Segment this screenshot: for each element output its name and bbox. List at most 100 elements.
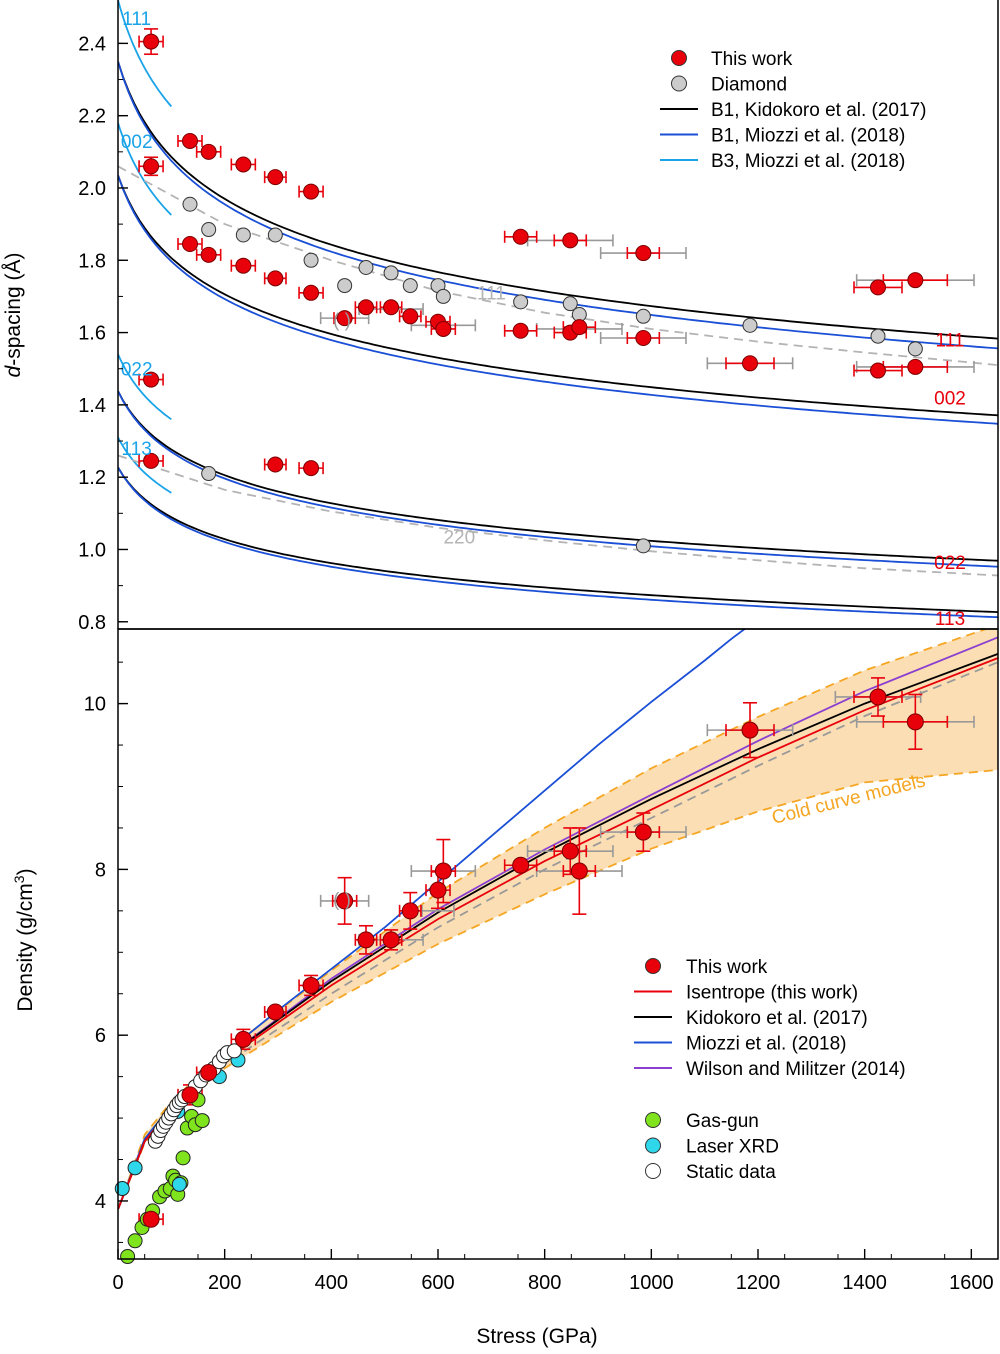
this-work-point-22	[435, 320, 452, 337]
b1-curve-7	[118, 466, 999, 619]
this-work-point-2	[200, 143, 217, 160]
xtick-label: 1400	[842, 1272, 887, 1294]
xtick-label: 200	[208, 1272, 241, 1294]
laser-xrd-point-3	[171, 1176, 187, 1192]
this-work-point-15	[267, 270, 284, 287]
top-legend-marker	[671, 50, 687, 66]
laser-xrd-point-1	[127, 1160, 143, 1176]
b1-curve-1	[118, 61, 999, 350]
this-work-point-1	[182, 132, 198, 149]
bottom-this-work-point-13	[561, 842, 579, 860]
top-ytick-label: 0.8	[78, 612, 106, 634]
top-ytick-label: 2.4	[78, 33, 106, 55]
xtick-label: 1000	[629, 1272, 674, 1294]
this-work-point-9	[870, 279, 886, 296]
diamond-point-10	[435, 288, 451, 304]
xtick-label: 1200	[736, 1272, 781, 1294]
bottom-this-work-point-9	[401, 902, 419, 920]
top-annotation-2: 022	[121, 360, 153, 381]
top-error-bars	[138, 28, 975, 475]
bottom-legend-label: Kidokoro et al. (2017)	[686, 1008, 868, 1029]
diamond-point-11	[513, 294, 529, 310]
xtick-label: 0	[112, 1272, 123, 1294]
bottom-this-work-point-3	[234, 1030, 252, 1048]
top-legend-marker	[671, 75, 687, 92]
top-legend: This work Diamond B1, Kidokoro et al. (201…	[660, 49, 926, 172]
b1-curve-6	[118, 466, 999, 613]
bottom-legend-label: This work	[686, 957, 768, 978]
this-work-point-11	[143, 158, 160, 175]
bottom-legend-label: Gas-gun	[686, 1111, 759, 1132]
diamond-fit-1	[118, 454, 999, 577]
bottom-this-work-point-16	[741, 721, 759, 739]
diamond-point-4	[303, 252, 319, 268]
this-work-point-30	[143, 371, 160, 388]
xtick-label: 1600	[949, 1272, 994, 1294]
bottom-legend-marker	[645, 958, 661, 974]
diamond-point-14	[635, 308, 651, 324]
gas-gun-point-1	[127, 1233, 143, 1249]
top-annotation-5: 002	[934, 388, 966, 409]
bottom-axis-frame	[117, 628, 999, 1260]
top-annotation-10: ( )	[333, 311, 351, 332]
diamond-point-16	[870, 328, 886, 344]
this-work-point-7	[562, 232, 579, 249]
this-work-point-20	[402, 308, 419, 325]
diamond-point-1	[201, 222, 217, 238]
bottom-points	[114, 688, 924, 1265]
bottom-this-work-point-10	[429, 881, 447, 899]
this-work-point-27	[742, 355, 758, 372]
this-work-point-6	[512, 228, 529, 245]
top-annotation-8: 111	[477, 284, 506, 305]
bottom-this-work-point-5	[302, 976, 320, 994]
bottom-legend-marker	[645, 1137, 661, 1154]
diamond-point-15	[742, 317, 758, 333]
bottom-this-work-point-4	[266, 1003, 284, 1021]
bottom-this-work-point-14	[570, 862, 588, 880]
bottom-legend-label: Wilson and Militzer (2014)	[686, 1059, 906, 1080]
top-annotation-6: 022	[934, 553, 966, 574]
top-ytick-label: 1.6	[78, 323, 106, 345]
diamond-point-0	[182, 196, 198, 212]
static-data-point-19	[226, 1043, 242, 1059]
diamond-point-7	[383, 265, 399, 281]
this-work-point-8	[635, 245, 652, 262]
bottom-this-work-point-17	[869, 688, 887, 706]
this-work-point-13	[200, 246, 217, 263]
bottom-ytick-label: 6	[95, 1025, 106, 1047]
this-work-point-18	[358, 299, 374, 316]
this-work-point-12	[182, 236, 198, 253]
bottom-legend-marker	[645, 1112, 661, 1128]
this-work-point-19	[383, 299, 400, 316]
bottom-y-axis-label: Density (g/cm3)	[11, 868, 37, 1011]
cold-curve-band	[118, 629, 999, 1210]
gas-gun-point-12	[175, 1150, 191, 1166]
this-work-point-28	[870, 362, 886, 379]
bottom-legend-label: Isentrope (this work)	[686, 983, 858, 1004]
this-work-point-16	[303, 284, 320, 301]
this-work-point-31	[143, 452, 160, 469]
bottom-legend-label: Miozzi et al. (2018)	[686, 1034, 847, 1055]
this-work-point-32	[267, 456, 284, 473]
top-annotations: 111 002 022 113 111 002 022 113 111 220 ( )	[121, 9, 966, 630]
laser-xrd-point-0	[114, 1181, 130, 1197]
this-work-point-5	[303, 183, 320, 200]
this-work-point-33	[303, 460, 320, 477]
diamond-point-2	[235, 227, 251, 243]
xtick-label: 400	[315, 1272, 348, 1294]
xtick-label: 800	[528, 1272, 561, 1294]
top-ytick-label: 1.8	[78, 250, 106, 272]
diamond-point-17	[907, 341, 923, 357]
b3-curve-2	[118, 353, 172, 421]
this-work-point-14	[235, 257, 252, 274]
diamond-point-5	[337, 278, 353, 294]
bottom-this-work-point-11	[434, 862, 452, 880]
top-legend-label: B1, Miozzi et al. (2018)	[711, 126, 905, 147]
this-work-point-0	[143, 33, 160, 50]
bottom-legend: This work Isentrope (this work) Kidokoro e…	[634, 957, 906, 1183]
bottom-this-work-point-1	[181, 1086, 199, 1104]
b1-curve-0	[118, 61, 999, 340]
diamond-point-6	[358, 260, 374, 276]
